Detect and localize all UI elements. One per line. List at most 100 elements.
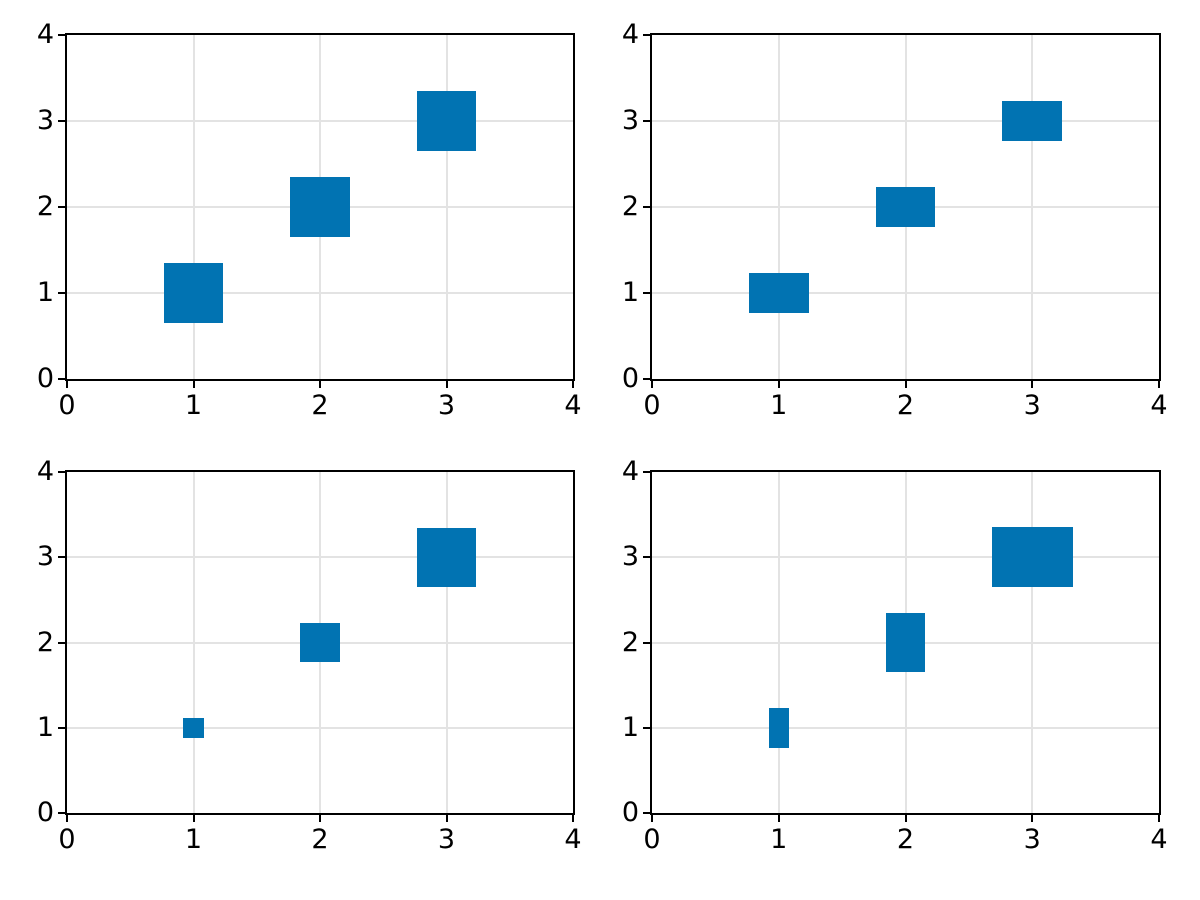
y-tick-mark: [58, 556, 65, 559]
y-tick-label: 3: [621, 541, 639, 573]
y-tick-mark: [58, 292, 65, 294]
x-tick-label: 4: [564, 824, 582, 855]
x-tick-mark: [777, 815, 780, 822]
x-tick-label: 1: [184, 824, 203, 855]
x-tick-mark: [445, 815, 448, 822]
subplot-top-left: 0 1 2 3 4 0 1 2 3 4: [37, 21, 582, 419]
y-gridline: [67, 726, 573, 729]
y-tick-mark: [58, 812, 65, 814]
x-tick-label: 3: [437, 824, 456, 855]
y-tick-label: 3: [621, 104, 639, 136]
y-tick-mark: [58, 34, 65, 36]
y-tick-label: 1: [36, 711, 54, 743]
x-tick-mark: [319, 381, 321, 388]
x-tick-mark: [1158, 381, 1160, 388]
data-point-marker: [748, 272, 809, 314]
x-tick-mark: [1158, 815, 1160, 822]
y-tick-mark: [643, 206, 650, 208]
data-point-marker: [163, 263, 224, 323]
y-tick-label: 4: [36, 455, 54, 487]
y-tick-label: 3: [36, 541, 54, 573]
y-tick-mark: [58, 726, 65, 729]
x-tick-mark: [904, 381, 907, 388]
x-tick-label: 2: [896, 824, 915, 855]
x-tick-mark: [651, 815, 653, 822]
x-tick-label: 4: [1150, 824, 1168, 855]
y-tick-label: 2: [621, 190, 639, 222]
subplot-top-right: 0 1 2 3 4 0 1 2 3 4: [622, 21, 1168, 419]
data-point-marker: [768, 707, 789, 748]
y-tick-mark: [643, 120, 650, 122]
y-tick-mark: [643, 292, 650, 294]
y-gridline: [67, 120, 573, 122]
x-tick-label: 2: [311, 390, 329, 421]
y-tick-label: 1: [621, 276, 639, 308]
x-tick-label: 1: [184, 390, 203, 421]
x-tick-mark: [319, 815, 321, 822]
x-tick-label: 3: [437, 390, 456, 421]
data-point-marker: [416, 91, 477, 151]
x-tick-label: 0: [58, 824, 76, 855]
y-gridline: [652, 556, 1159, 559]
y-tick-label: 4: [621, 455, 639, 487]
y-gridline: [67, 556, 573, 559]
x-tick-label: 2: [896, 390, 915, 421]
data-point-marker: [290, 177, 350, 237]
y-gridline: [67, 292, 573, 294]
x-tick-label: 0: [643, 824, 661, 855]
y-tick-mark: [58, 120, 65, 122]
y-gridline: [652, 120, 1159, 122]
y-tick-mark: [58, 378, 65, 380]
x-tick-mark: [445, 381, 448, 388]
data-point-marker: [183, 717, 204, 738]
x-tick-mark: [572, 381, 574, 388]
data-point-marker: [300, 622, 340, 663]
x-tick-label: 1: [770, 824, 788, 855]
y-tick-label: 2: [621, 626, 639, 658]
data-point-marker: [991, 527, 1073, 588]
data-point-marker: [416, 527, 477, 587]
y-tick-mark: [58, 641, 65, 644]
y-tick-label: 0: [621, 362, 639, 394]
subplot-bottom-right: 0 1 2 3 4 0 1 2 3 4: [622, 458, 1168, 853]
x-tick-label: 4: [1150, 390, 1168, 421]
y-tick-mark: [643, 471, 650, 473]
x-tick-mark: [777, 381, 780, 388]
data-point-marker: [875, 186, 936, 228]
y-gridline: [652, 292, 1159, 294]
x-tick-mark: [66, 381, 68, 388]
x-tick-mark: [572, 815, 574, 822]
y-tick-mark: [58, 471, 65, 473]
x-tick-mark: [651, 381, 653, 388]
y-tick-mark: [643, 34, 650, 36]
y-tick-label: 2: [36, 626, 54, 658]
x-tick-mark: [192, 381, 195, 388]
y-tick-mark: [643, 812, 650, 814]
y-tick-mark: [643, 641, 650, 644]
x-tick-label: 0: [58, 390, 76, 421]
y-tick-mark: [58, 206, 65, 208]
y-tick-label: 1: [36, 276, 54, 308]
x-tick-label: 3: [1023, 390, 1041, 421]
x-tick-mark: [904, 815, 907, 822]
x-tick-mark: [192, 815, 195, 822]
x-tick-label: 3: [1023, 824, 1041, 855]
y-tick-label: 4: [36, 18, 54, 50]
x-tick-mark: [1031, 815, 1034, 822]
x-tick-label: 0: [643, 390, 661, 421]
y-tick-label: 0: [621, 796, 639, 828]
y-tick-label: 0: [36, 362, 54, 394]
y-tick-label: 0: [36, 796, 54, 828]
x-tick-mark: [1031, 381, 1034, 388]
y-tick-label: 3: [36, 104, 54, 136]
data-point-marker: [1002, 100, 1063, 142]
data-point-marker: [885, 612, 926, 673]
x-tick-label: 4: [564, 390, 582, 421]
y-tick-mark: [643, 556, 650, 559]
y-tick-mark: [643, 726, 650, 729]
x-tick-label: 2: [311, 824, 329, 855]
x-tick-label: 1: [770, 390, 788, 421]
x-tick-mark: [66, 815, 68, 822]
y-tick-label: 1: [621, 711, 639, 743]
